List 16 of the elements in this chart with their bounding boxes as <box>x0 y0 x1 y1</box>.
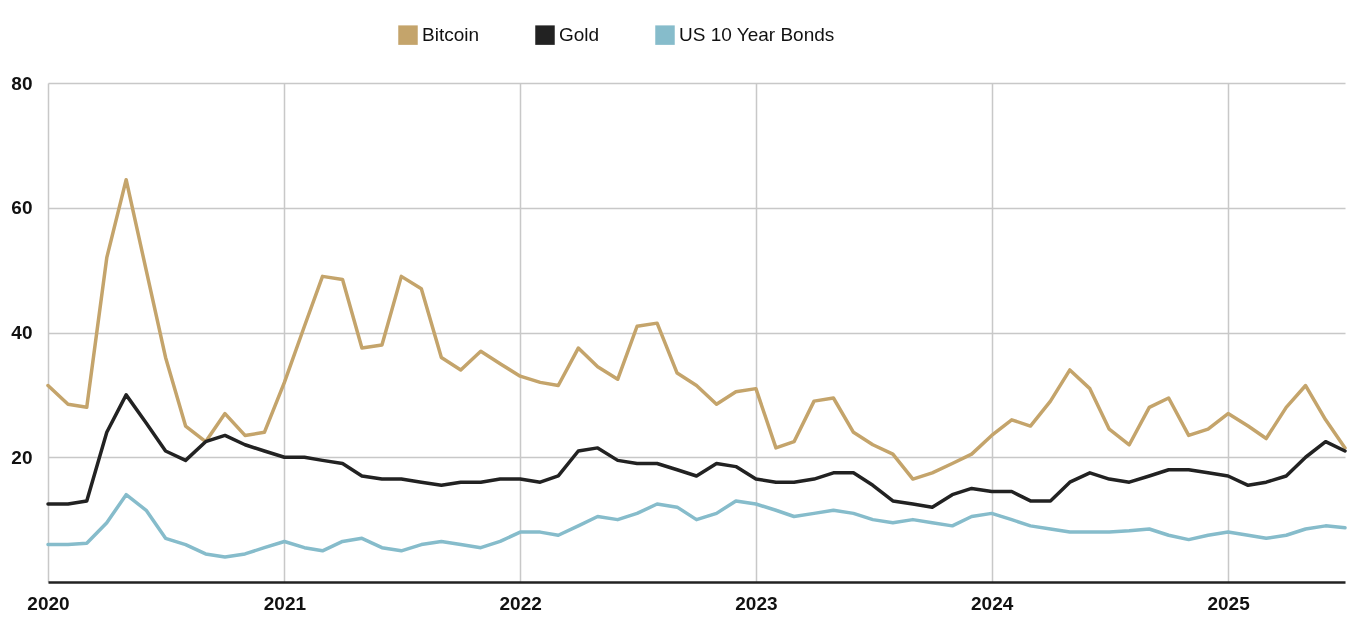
y-tick-label: 80 <box>11 72 33 94</box>
x-tick-label: 2020 <box>27 592 70 614</box>
legend-label: Gold <box>559 24 600 46</box>
y-tick-label: 60 <box>11 197 33 219</box>
line-series <box>46 393 1347 509</box>
y-tick-label: 20 <box>11 446 33 468</box>
line-series <box>46 492 1347 559</box>
legend-label: US 10 Year Bonds <box>679 24 835 46</box>
y-tick-label: 40 <box>11 322 33 343</box>
x-tick-label: 2025 <box>1207 592 1251 614</box>
x-tick-label: 2022 <box>499 592 542 614</box>
x-tick-label: 2024 <box>971 592 1014 614</box>
line-series <box>46 177 1347 481</box>
x-tick-label: 2021 <box>263 592 307 614</box>
x-tick-label: 2023 <box>735 592 778 614</box>
legend-label: Bitcoin <box>422 24 480 46</box>
